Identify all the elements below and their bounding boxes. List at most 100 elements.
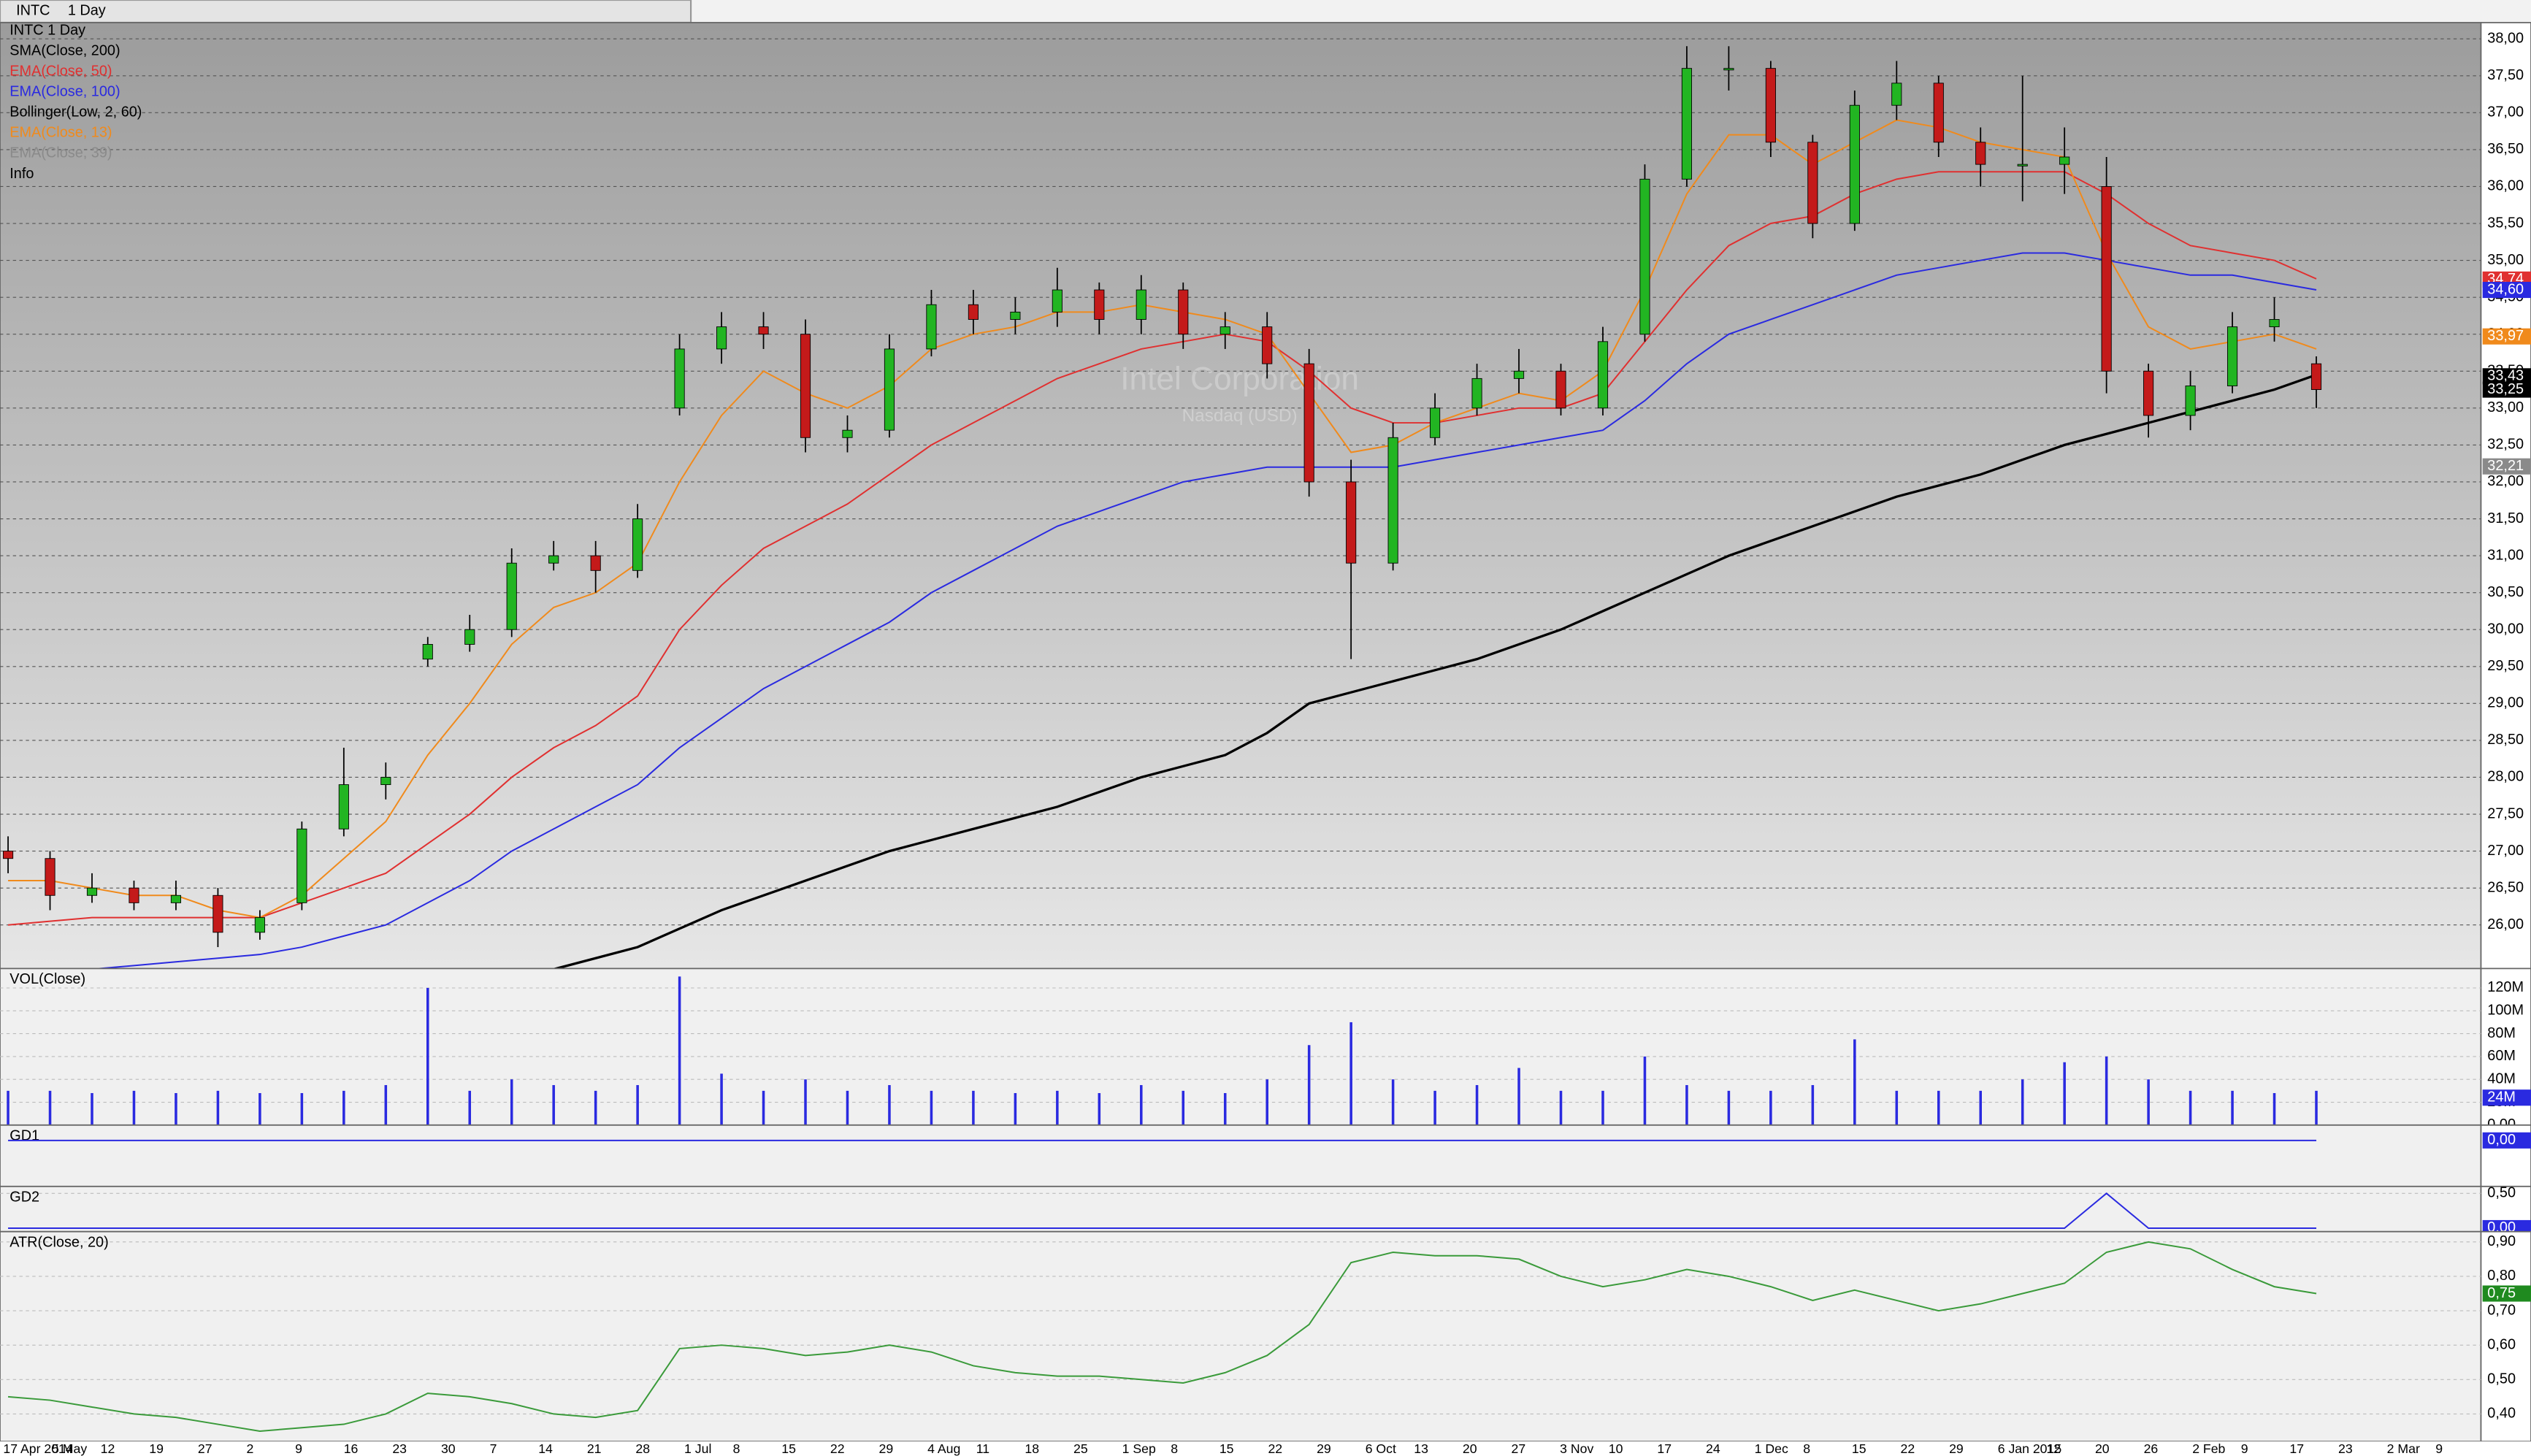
watermark-note: Nasdaq (USD) — [1182, 406, 1298, 426]
y-tick-label: 0,60 — [2487, 1336, 2516, 1352]
volume-bar — [1895, 1090, 1899, 1125]
candle-body — [968, 304, 979, 320]
x-tick-label: 28 — [635, 1441, 650, 1456]
candle-body — [170, 894, 182, 903]
candle-body — [1094, 289, 1105, 320]
x-tick-label: 8 — [1803, 1441, 1810, 1456]
volume-bar — [48, 1090, 52, 1125]
candle-body — [45, 858, 55, 896]
candle-body — [1262, 326, 1273, 364]
price-tag-label: 0,00 — [2487, 1132, 2516, 1148]
volume-bar — [2147, 1079, 2150, 1125]
volume-bar — [1727, 1090, 1731, 1125]
y-tick-label: 30,00 — [2487, 621, 2524, 637]
candle-body — [884, 348, 895, 431]
candle-body — [1891, 83, 1902, 106]
volume-bar — [1266, 1079, 1268, 1125]
price-tag-label: 33,97 — [2487, 328, 2524, 344]
volume-bar — [1979, 1090, 1983, 1125]
indicator-line — [91, 252, 2317, 970]
x-tick-label: 19 — [149, 1441, 164, 1456]
price-tag — [2482, 1285, 2531, 1302]
volume-bar — [1517, 1068, 1520, 1125]
volume-bar — [342, 1090, 345, 1125]
x-tick-label: 21 — [587, 1441, 602, 1456]
candle-body — [464, 629, 475, 645]
panel-background — [0, 1124, 2482, 1187]
x-tick-label: 6 Jan 2015 — [1998, 1441, 2062, 1456]
candle-body — [506, 562, 517, 630]
candle-body — [212, 894, 223, 933]
x-tick-label: 12 — [101, 1441, 115, 1456]
panel-title: GD1 — [9, 1128, 39, 1144]
candle-body — [800, 334, 811, 438]
x-tick-label: 25 — [1073, 1441, 1088, 1456]
candle-body — [1849, 104, 1860, 224]
y-tick-label: 0,80 — [2487, 1268, 2516, 1284]
x-tick-label: 11 — [976, 1441, 989, 1456]
x-tick-label: 17 Apr 2014 — [3, 1441, 72, 1456]
symbol[interactable]: INTC — [16, 3, 50, 19]
volume-bar — [720, 1073, 723, 1125]
volume-bar — [1098, 1092, 1101, 1125]
x-tick-label: 2 Mar — [2387, 1441, 2420, 1456]
volume-bar — [2189, 1090, 2192, 1125]
volume-bar — [468, 1090, 472, 1125]
panel-background — [0, 22, 2482, 970]
candle-body — [1136, 289, 1146, 320]
interval[interactable]: 1 Day — [68, 3, 106, 19]
y-tick-label: 28,50 — [2487, 732, 2524, 748]
indicator-line — [8, 1192, 2317, 1229]
x-tick-label: 22 — [1900, 1441, 1915, 1456]
candle-body — [2059, 156, 2070, 165]
candle-body — [1807, 142, 1818, 224]
x-tick-label: 16 — [344, 1441, 359, 1456]
candle-body — [1052, 289, 1062, 313]
candle-body — [254, 917, 265, 933]
y-tick-label: 29,50 — [2487, 658, 2524, 674]
candle-body — [1933, 83, 1944, 143]
volume-bar — [1307, 1045, 1311, 1125]
x-tick-label: 30 — [441, 1441, 456, 1456]
x-tick-label: 26 — [2144, 1441, 2159, 1456]
price-tag-label: 0,75 — [2487, 1285, 2516, 1301]
volume-bar — [1056, 1090, 1059, 1125]
panel-title: VOL(Close) — [9, 971, 85, 987]
candle-body — [86, 887, 98, 896]
x-tick-label: 27 — [1512, 1441, 1526, 1456]
x-tick-label: 24 — [1706, 1441, 1720, 1456]
x-tick-label: 22 — [830, 1441, 845, 1456]
candle-body — [1765, 68, 1776, 143]
price-tag — [2482, 381, 2531, 398]
x-tick-label: 29 — [879, 1441, 894, 1456]
price-tag-label: 32,21 — [2487, 458, 2524, 474]
candle-body — [2269, 319, 2280, 328]
candle-body — [548, 555, 559, 564]
candle-body — [338, 784, 349, 829]
volume-bar — [1433, 1090, 1436, 1125]
volume-bar — [762, 1090, 765, 1125]
candle-body — [2017, 164, 2028, 166]
x-tick-label: 27 — [198, 1441, 212, 1456]
candle-body — [1597, 341, 1609, 409]
volume-bar — [1475, 1085, 1479, 1125]
x-tick-label: 2 — [247, 1441, 254, 1456]
candle-body — [926, 304, 937, 350]
price-tag — [2482, 458, 2531, 475]
indicator-line — [553, 373, 2317, 970]
y-tick-label: 31,00 — [2487, 547, 2524, 563]
candle-body — [1219, 326, 1230, 335]
y-tick-label: 35,50 — [2487, 215, 2524, 231]
price-tag-label: 33,25 — [2487, 381, 2524, 397]
y-tick-label: 28,00 — [2487, 769, 2524, 785]
x-tick-label: 9 — [2435, 1441, 2443, 1456]
volume-bar — [510, 1079, 513, 1125]
volume-bar — [972, 1090, 975, 1125]
candle-body — [2226, 326, 2238, 386]
y-tick-label: 36,50 — [2487, 141, 2524, 157]
candle-body — [1346, 481, 1357, 564]
panel-background — [0, 1185, 2482, 1233]
y-tick-label: 60M — [2487, 1048, 2516, 1064]
candle-body — [758, 326, 769, 335]
x-tick-label: 7 — [490, 1441, 497, 1456]
